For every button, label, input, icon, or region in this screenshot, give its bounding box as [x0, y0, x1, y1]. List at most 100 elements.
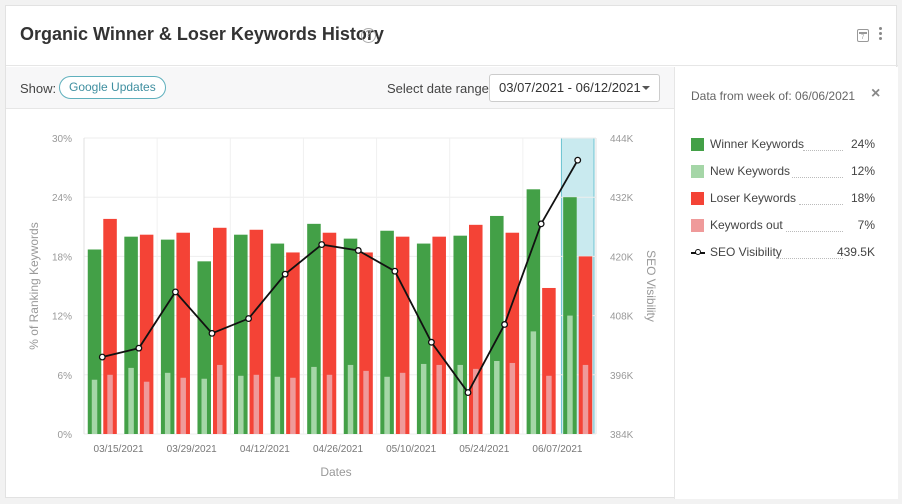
- keywords-out-bar: [473, 368, 479, 434]
- calendar-icon-text: 7: [861, 35, 865, 41]
- seo-visibility-line: [102, 159, 579, 395]
- seo-visibility-point: [245, 315, 253, 323]
- loser-bar: [578, 256, 593, 434]
- seo-visibility-point: [281, 270, 289, 278]
- loser-bar: [505, 232, 520, 434]
- seo-visibility-point: [171, 288, 179, 296]
- week-details-heading: Data from week of: 06/06/2021: [691, 89, 856, 103]
- loser-bar: [286, 252, 300, 434]
- y-tick-label: 6%: [58, 371, 73, 382]
- seo-visibility-point: [427, 338, 435, 346]
- keywords-out-bar: [399, 372, 406, 434]
- seo-visibility-point: [318, 241, 326, 249]
- keywords-out-bar: [253, 374, 260, 434]
- keywords-out-bar: [436, 364, 442, 434]
- seo-visibility-point: [208, 329, 216, 337]
- legend-value: 439.5K: [836, 245, 875, 259]
- legend-name: New Keywords: [710, 164, 791, 178]
- google-updates-toggle[interactable]: Google Updates: [59, 76, 166, 99]
- legend-value: 24%: [850, 137, 875, 151]
- legend-leader: [799, 204, 843, 205]
- winner-bar: [234, 234, 248, 434]
- keywords-out-bar: [290, 377, 296, 434]
- y-tick-label: 0%: [58, 430, 73, 441]
- new-keywords-bar: [91, 379, 98, 434]
- new-keywords-bar: [274, 376, 281, 434]
- loser-bar: [176, 232, 190, 434]
- keywords-out-bar: [509, 362, 516, 434]
- new-keywords-bar: [567, 315, 573, 434]
- y-tick-label: 18%: [52, 252, 72, 263]
- winner-bar: [124, 236, 138, 434]
- keywords-history-chart: 0% 6% 12% 18% 24% 30% 384K 396K 408K 420K 432K 444K…: [27, 134, 658, 479]
- legend-name: Keywords out: [710, 218, 783, 232]
- y-tick-label: 12%: [52, 312, 72, 323]
- x-tick-label: 04/26/2021: [313, 444, 363, 455]
- y2-tick-label: 396K: [610, 371, 634, 382]
- legend-name: Loser Keywords: [710, 191, 797, 205]
- legend-leader: [776, 258, 843, 259]
- seo-visibility-point: [354, 247, 362, 254]
- keywords-out-bar: [546, 375, 552, 434]
- more-options-icon[interactable]: [879, 27, 883, 43]
- y2-tick-label: 408K: [610, 312, 634, 323]
- seo-visibility-point: [391, 267, 399, 275]
- x-tick-label: 05/24/2021: [459, 444, 509, 455]
- loser-bar: [359, 252, 373, 434]
- x-tick-label: 03/15/2021: [94, 444, 144, 455]
- x-tick-label: 04/12/2021: [240, 444, 290, 455]
- calendar-icon[interactable]: 7: [857, 29, 869, 42]
- winner-bar: [343, 238, 358, 434]
- date-range-value: 03/07/2021 - 06/12/2021: [499, 80, 641, 95]
- widget-card: Organic Winner & Loser Keywords History …: [5, 5, 898, 499]
- x-axis-title: Dates: [320, 465, 351, 479]
- legend-swatch: [691, 138, 704, 151]
- y-tick-label: 24%: [52, 193, 72, 204]
- x-tick-label: 06/07/2021: [532, 444, 582, 455]
- legend-leader: [786, 231, 843, 232]
- y2-tick-label: 384K: [610, 430, 634, 441]
- chevron-down-icon: [642, 86, 650, 90]
- legend-leader: [792, 177, 843, 178]
- show-label: Show:: [20, 81, 57, 96]
- y2-tick-label: 420K: [610, 252, 634, 263]
- winner-bar: [526, 189, 541, 434]
- loser-bar: [103, 218, 117, 434]
- week-details-panel: Data from week of: 06/06/2021 × Winner K…: [674, 67, 898, 499]
- loser-bar: [469, 224, 483, 434]
- new-keywords-bar: [494, 360, 500, 434]
- new-keywords-bar: [530, 331, 537, 434]
- loser-bar: [249, 229, 264, 434]
- widget-title: Organic Winner & Loser Keywords History: [20, 24, 384, 44]
- date-range-select[interactable]: 03/07/2021 - 06/12/2021: [489, 74, 660, 102]
- legend-leader: [803, 150, 843, 151]
- loser-bar: [395, 236, 410, 434]
- winner-bar: [307, 223, 321, 434]
- seo-visibility-point: [501, 321, 509, 328]
- close-icon[interactable]: ×: [871, 85, 881, 102]
- legend-row: Loser Keywords 18%: [691, 189, 887, 207]
- help-icon[interactable]: ?: [361, 28, 376, 43]
- legend-swatch: [691, 192, 704, 205]
- legend-name: Winner Keywords: [710, 137, 805, 151]
- y-tick-label: 30%: [52, 134, 72, 145]
- x-tick-label: 05/10/2021: [386, 444, 436, 455]
- new-keywords-bar: [164, 372, 171, 434]
- keywords-out-bar: [582, 364, 589, 434]
- keywords-out-bar: [180, 377, 186, 434]
- y2-tick-label: 444K: [610, 134, 634, 145]
- x-tick-label: 03/29/2021: [167, 444, 217, 455]
- keywords-out-bar: [107, 374, 113, 434]
- winner-bar: [380, 230, 394, 434]
- widget-header: Organic Winner & Loser Keywords History …: [6, 6, 898, 66]
- chart-toolbar: Show: Google Updates Select date range: …: [6, 67, 674, 109]
- legend-value: 7%: [857, 218, 875, 232]
- winner-bar: [197, 261, 211, 434]
- legend-swatch: [691, 249, 705, 255]
- seo-visibility-point: [464, 389, 472, 397]
- legend-value: 12%: [850, 164, 875, 178]
- loser-bar: [432, 236, 446, 434]
- y-axis-title: % of Ranking Keywords: [27, 222, 41, 349]
- loser-bar: [542, 287, 556, 434]
- winner-bar: [160, 239, 175, 434]
